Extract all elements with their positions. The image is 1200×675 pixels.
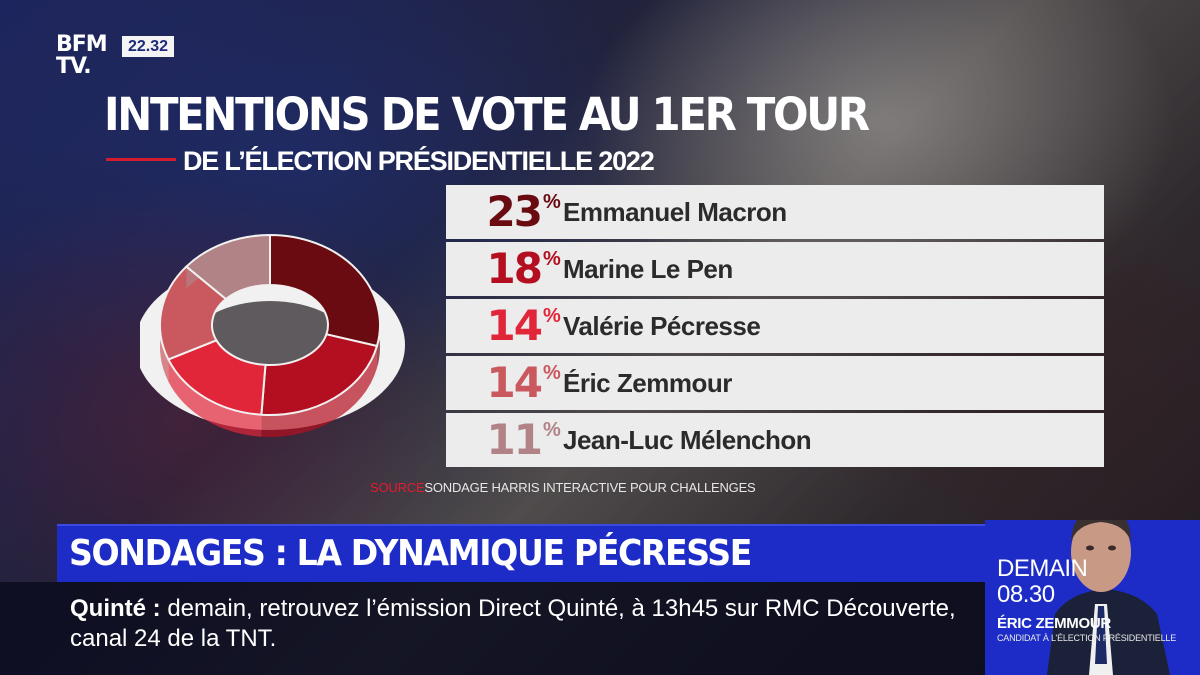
- ticker-body: demain, retrouvez l’émission Direct Quin…: [70, 595, 956, 652]
- clock: 22.32: [122, 36, 175, 57]
- candidate-name: Emmanuel Macron: [563, 196, 787, 227]
- result-percent: 14: [486, 301, 543, 350]
- source-note: SOURCESONDAGE HARRIS INTERACTIVE POUR CH…: [370, 480, 756, 495]
- subtitle-accent-line: [106, 158, 176, 161]
- logo-line-2: TV.: [56, 54, 92, 79]
- percent-sign: %: [543, 248, 561, 270]
- headline-banner: SONDAGES : LA DYNAMIQUE PÉCRESSE: [57, 524, 987, 582]
- result-row: 18 % Marine Le Pen: [446, 242, 1104, 296]
- percent-sign: %: [543, 305, 561, 327]
- headline-text: SONDAGES : LA DYNAMIQUE PÉCRESSE: [69, 533, 752, 574]
- percent-sign: %: [543, 191, 561, 213]
- donut-slice: [269, 233, 381, 348]
- news-ticker: Quinté : demain, retrouvez l’émission Di…: [0, 582, 985, 675]
- candidate-name: Marine Le Pen: [563, 253, 733, 284]
- source-label: SOURCE: [370, 480, 425, 495]
- graphic-title: INTENTIONS DE VOTE AU 1ER TOUR: [104, 88, 870, 141]
- percent-sign: %: [543, 362, 561, 384]
- result-row: 14 % Éric Zemmour: [446, 356, 1104, 410]
- candidate-name: Éric Zemmour: [563, 367, 732, 398]
- ticker-text: Quinté : demain, retrouvez l’émission Di…: [70, 594, 970, 654]
- candidate-name: Jean-Luc Mélenchon: [563, 424, 812, 455]
- donut-slice-side: [168, 359, 262, 437]
- promo-day: DEMAIN: [997, 555, 1088, 582]
- ticker-lead: Quinté :: [70, 595, 161, 622]
- promo-guest-role: CANDIDAT À L’ÉLECTION PRÉSIDENTIELLE: [997, 633, 1177, 643]
- graphic-subtitle: DE L’ÉLECTION PRÉSIDENTIELLE 2022: [183, 146, 655, 176]
- result-row: 23 % Emmanuel Macron: [446, 185, 1104, 239]
- candidate-name: Valérie Pécresse: [563, 310, 761, 341]
- result-row: 14 % Valérie Pécresse: [446, 299, 1104, 353]
- result-percent: 11: [486, 415, 543, 464]
- donut-slices: [159, 233, 381, 437]
- result-percent: 23: [486, 187, 543, 236]
- percent-sign: %: [543, 419, 561, 441]
- results-list: 23 % Emmanuel Macron 18 % Marine Le Pen …: [446, 185, 1104, 470]
- channel-logo: BFM TV.: [56, 34, 116, 78]
- result-percent: 18: [486, 244, 543, 293]
- logo-line-1: BFM: [56, 32, 108, 57]
- source-text: SONDAGE HARRIS INTERACTIVE POUR CHALLENG…: [424, 480, 756, 495]
- donut-slice: [184, 233, 271, 301]
- guest-photo: [985, 520, 1200, 675]
- result-row: 11 % Jean-Luc Mélenchon: [446, 413, 1104, 467]
- donut-slice: [260, 333, 379, 416]
- promo-guest-name: ÉRIC ZEMMOUR: [997, 615, 1111, 632]
- poll-donut-chart: [140, 233, 405, 437]
- program-promo: DEMAIN 08.30 ÉRIC ZEMMOUR CANDIDAT À L’É…: [985, 520, 1200, 675]
- promo-time: 08.30: [997, 581, 1055, 608]
- result-percent: 14: [486, 358, 543, 407]
